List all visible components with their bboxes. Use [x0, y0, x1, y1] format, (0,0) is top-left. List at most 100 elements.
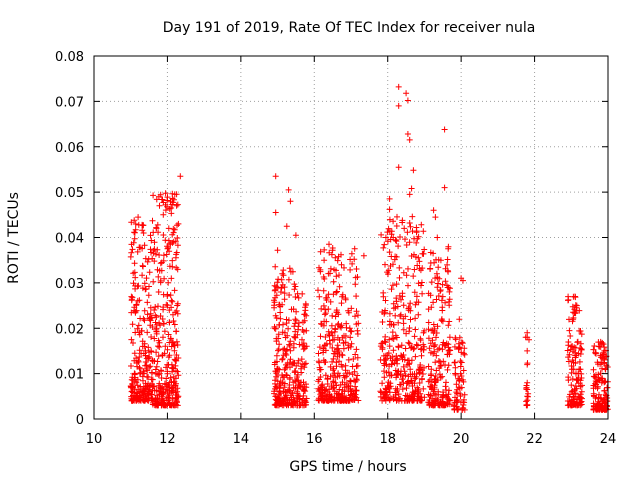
data-point [351, 245, 358, 252]
data-point [148, 237, 155, 244]
data-point [425, 335, 432, 342]
data-point [394, 213, 400, 220]
data-point [132, 308, 139, 315]
data-point [171, 287, 178, 294]
data-point [151, 335, 158, 342]
data-point [341, 384, 348, 391]
data-point [271, 390, 278, 397]
data-point [162, 237, 169, 244]
data-point [273, 370, 280, 377]
data-point [347, 392, 354, 399]
data-point [575, 393, 582, 400]
data-point [568, 363, 575, 369]
data-point [576, 399, 583, 406]
data-point [326, 337, 333, 344]
data-point [348, 328, 355, 335]
data-point [445, 347, 452, 354]
data-point [412, 353, 419, 360]
data-point [275, 347, 281, 354]
data-point [445, 245, 452, 252]
data-point [335, 253, 342, 260]
data-point [342, 333, 349, 339]
data-point [446, 351, 453, 358]
data-point [601, 378, 608, 385]
data-point [285, 186, 292, 193]
data-point [285, 276, 292, 283]
data-point [136, 297, 143, 304]
data-point [430, 299, 437, 306]
data-point [400, 269, 407, 276]
data-point [295, 326, 302, 333]
data-point [387, 355, 394, 362]
data-point [145, 374, 152, 381]
data-point [324, 381, 331, 387]
data-point [435, 391, 442, 398]
data-point [399, 217, 406, 224]
data-point [285, 386, 292, 393]
data-point [346, 325, 353, 332]
data-point [173, 395, 180, 402]
data-point [150, 278, 157, 285]
data-point [285, 325, 292, 332]
data-point [396, 264, 403, 271]
data-point [131, 260, 138, 267]
data-point [398, 353, 405, 360]
data-point [596, 402, 603, 409]
data-point [172, 382, 179, 389]
y-axis-title: ROTI / TECUs [6, 192, 22, 284]
data-point [171, 191, 178, 198]
data-point [168, 378, 175, 385]
data-point [431, 342, 438, 349]
data-point [168, 210, 175, 217]
data-point [392, 332, 399, 339]
y-tick-label: 0.06 [55, 141, 84, 156]
data-point [328, 329, 335, 336]
data-point [431, 348, 438, 355]
data-point [279, 270, 286, 277]
data-point [400, 326, 407, 333]
data-point [277, 378, 284, 385]
data-point [390, 300, 397, 307]
data-point [322, 334, 329, 340]
data-point [428, 304, 435, 311]
data-point [128, 363, 134, 369]
data-point [333, 390, 340, 397]
data-point [142, 362, 149, 369]
data-point [329, 332, 336, 339]
data-point [420, 385, 427, 392]
data-point [399, 376, 406, 383]
data-point [524, 402, 531, 409]
data-point [348, 305, 355, 312]
data-point [433, 397, 439, 404]
data-point [452, 394, 458, 401]
data-point [145, 344, 152, 351]
data-point [166, 263, 173, 270]
data-point [141, 387, 148, 394]
data-point [171, 321, 178, 328]
data-points [127, 83, 611, 413]
data-point [439, 373, 446, 380]
data-point [380, 244, 387, 251]
data-point [601, 406, 608, 413]
data-point [452, 371, 459, 378]
data-point [451, 343, 458, 350]
data-point [133, 360, 140, 366]
data-point [350, 356, 357, 362]
data-point [273, 292, 280, 299]
data-point [324, 389, 331, 395]
data-point [427, 349, 434, 356]
data-point [326, 241, 332, 248]
data-point [351, 256, 358, 263]
data-point [430, 207, 437, 214]
data-point [317, 266, 324, 273]
data-point [435, 280, 441, 287]
data-point [338, 390, 345, 397]
data-point [418, 352, 425, 359]
data-point [411, 393, 418, 399]
data-point [570, 366, 577, 373]
data-point [428, 279, 435, 286]
data-point [445, 341, 452, 348]
data-point [172, 375, 179, 382]
data-point [412, 254, 419, 260]
data-point [132, 394, 139, 401]
